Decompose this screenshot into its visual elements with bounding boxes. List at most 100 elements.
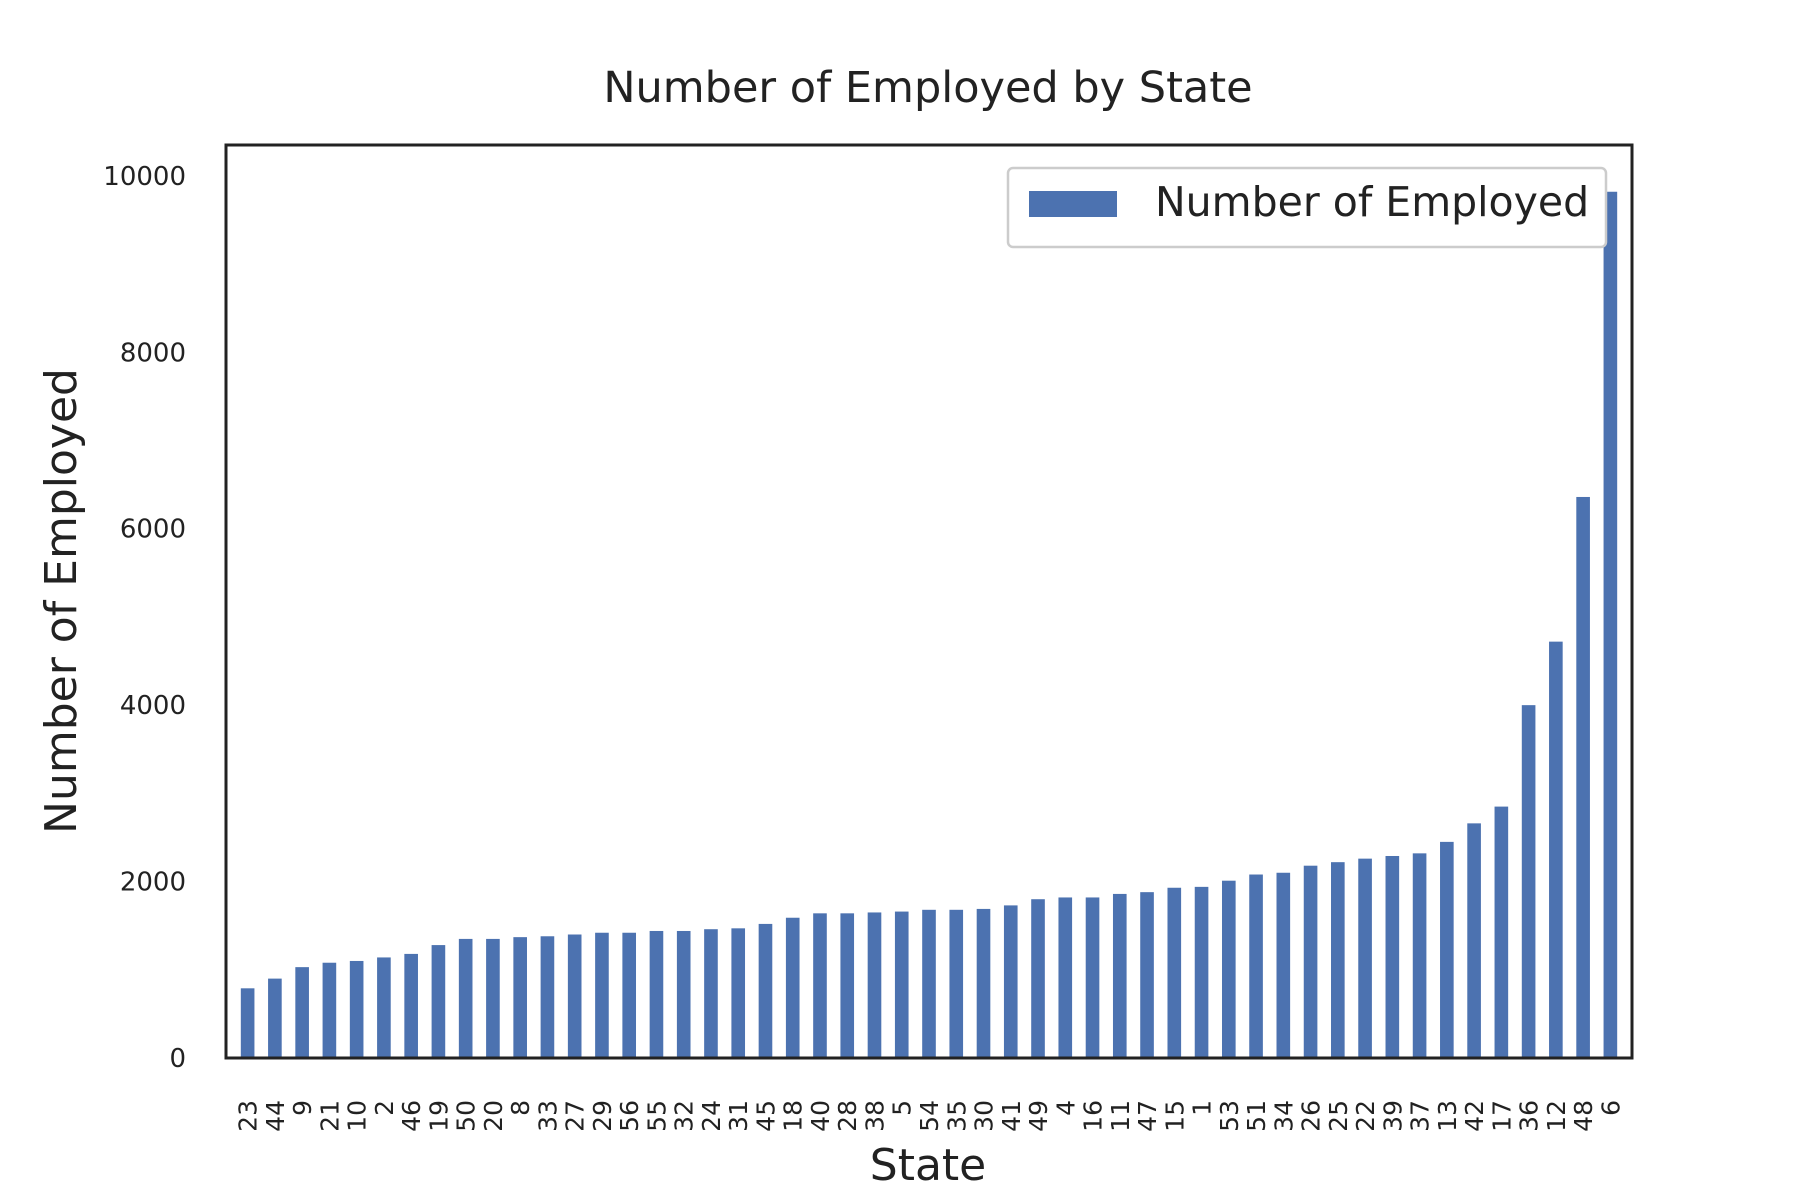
x-tick-label: 2 bbox=[370, 1100, 399, 1116]
x-tick-label: 17 bbox=[1487, 1100, 1516, 1132]
x-tick-label: 13 bbox=[1433, 1100, 1462, 1132]
x-axis-label: State bbox=[870, 1140, 986, 1191]
bar bbox=[377, 957, 391, 1058]
x-tick-label: 37 bbox=[1406, 1100, 1435, 1132]
x-tick-label: 34 bbox=[1269, 1100, 1298, 1132]
bar bbox=[595, 932, 609, 1058]
x-tick-label: 53 bbox=[1215, 1100, 1244, 1132]
bar bbox=[1331, 862, 1345, 1058]
bar bbox=[486, 938, 500, 1058]
y-axis-ticks: 0 2000 4000 6000 8000 10000 bbox=[103, 162, 186, 1074]
x-tick-label: 47 bbox=[1133, 1100, 1162, 1132]
bar bbox=[813, 913, 827, 1058]
bar bbox=[1494, 806, 1509, 1058]
bar bbox=[322, 962, 337, 1058]
x-tick-label: 26 bbox=[1297, 1100, 1326, 1132]
bar-series bbox=[240, 191, 1618, 1058]
x-tick-label: 38 bbox=[860, 1100, 889, 1132]
x-tick-label: 51 bbox=[1242, 1100, 1271, 1132]
x-tick-label: 15 bbox=[1160, 1100, 1189, 1132]
x-tick-label: 50 bbox=[452, 1100, 481, 1132]
bar bbox=[1085, 897, 1100, 1058]
x-tick-label: 45 bbox=[751, 1100, 780, 1132]
legend-box bbox=[1006, 166, 1608, 249]
bar bbox=[1276, 872, 1291, 1058]
x-tick-label: 23 bbox=[234, 1100, 263, 1132]
bar bbox=[1003, 905, 1018, 1058]
x-tick-label: 28 bbox=[833, 1100, 862, 1132]
bar bbox=[867, 912, 882, 1058]
legend-label: Number of Employed bbox=[1155, 178, 1589, 226]
plot-area-frame bbox=[224, 143, 1634, 1060]
x-tick-label: 32 bbox=[670, 1100, 699, 1132]
bar bbox=[268, 978, 282, 1058]
y-tick-label: 10000 bbox=[103, 162, 186, 192]
x-tick-label: 41 bbox=[997, 1100, 1026, 1132]
bar bbox=[1140, 892, 1154, 1058]
legend-swatch bbox=[1029, 191, 1117, 217]
bar bbox=[922, 909, 936, 1058]
bar bbox=[758, 923, 773, 1058]
x-tick-label: 48 bbox=[1569, 1100, 1598, 1132]
bar bbox=[1603, 191, 1618, 1058]
x-tick-label: 5 bbox=[888, 1100, 917, 1116]
x-tick-label: 55 bbox=[642, 1100, 671, 1132]
x-tick-label: 20 bbox=[479, 1100, 508, 1132]
x-tick-label: 30 bbox=[970, 1100, 999, 1132]
bar bbox=[1221, 880, 1236, 1058]
bar bbox=[1576, 496, 1590, 1058]
bar bbox=[894, 911, 909, 1058]
x-tick-label: 56 bbox=[615, 1100, 644, 1132]
bar bbox=[540, 936, 555, 1058]
bar bbox=[404, 953, 418, 1058]
x-tick-label: 46 bbox=[397, 1100, 426, 1132]
x-tick-label: 54 bbox=[915, 1100, 944, 1132]
bar bbox=[976, 908, 991, 1058]
x-tick-label: 36 bbox=[1515, 1100, 1544, 1132]
x-tick-label: 16 bbox=[1079, 1100, 1108, 1132]
x-tick-label: 33 bbox=[533, 1100, 562, 1132]
bar bbox=[1385, 855, 1400, 1058]
x-tick-label: 1 bbox=[1188, 1100, 1217, 1116]
x-tick-label: 25 bbox=[1324, 1100, 1353, 1132]
bar bbox=[513, 937, 527, 1058]
x-tick-label: 42 bbox=[1460, 1100, 1489, 1132]
x-tick-label: 12 bbox=[1542, 1100, 1571, 1132]
bar bbox=[567, 934, 582, 1058]
bar bbox=[949, 909, 964, 1058]
y-tick-label: 2000 bbox=[120, 868, 186, 898]
bar bbox=[1058, 897, 1073, 1058]
x-tick-label: 18 bbox=[779, 1100, 808, 1132]
x-tick-label: 27 bbox=[561, 1100, 590, 1132]
bar bbox=[458, 938, 473, 1058]
bar bbox=[1440, 841, 1454, 1058]
x-tick-label: 39 bbox=[1378, 1100, 1407, 1132]
bar bbox=[1031, 899, 1045, 1058]
x-tick-label: 21 bbox=[315, 1100, 344, 1132]
bar bbox=[1521, 705, 1536, 1058]
x-tick-label: 8 bbox=[506, 1100, 535, 1116]
x-tick-label: 9 bbox=[288, 1100, 317, 1116]
y-tick-label: 6000 bbox=[120, 515, 186, 545]
bar bbox=[1412, 853, 1427, 1058]
x-tick-label: 10 bbox=[343, 1100, 372, 1132]
x-tick-label: 29 bbox=[588, 1100, 617, 1132]
legend: Number of Employed bbox=[1006, 166, 1608, 249]
x-tick-label: 31 bbox=[724, 1100, 753, 1132]
bar bbox=[1249, 874, 1263, 1058]
bar bbox=[622, 932, 637, 1058]
x-tick-label: 19 bbox=[424, 1100, 453, 1132]
bar bbox=[1303, 865, 1318, 1058]
bar bbox=[785, 917, 800, 1058]
bar bbox=[704, 929, 718, 1058]
x-tick-label: 49 bbox=[1024, 1100, 1053, 1132]
bar bbox=[1549, 641, 1563, 1058]
bar bbox=[431, 945, 446, 1058]
y-tick-label: 4000 bbox=[120, 691, 186, 721]
chart-title: Number of Employed by State bbox=[603, 63, 1252, 113]
x-tick-label: 4 bbox=[1051, 1100, 1080, 1116]
bar bbox=[295, 967, 309, 1058]
bar bbox=[676, 930, 691, 1058]
x-tick-label: 11 bbox=[1106, 1100, 1135, 1132]
